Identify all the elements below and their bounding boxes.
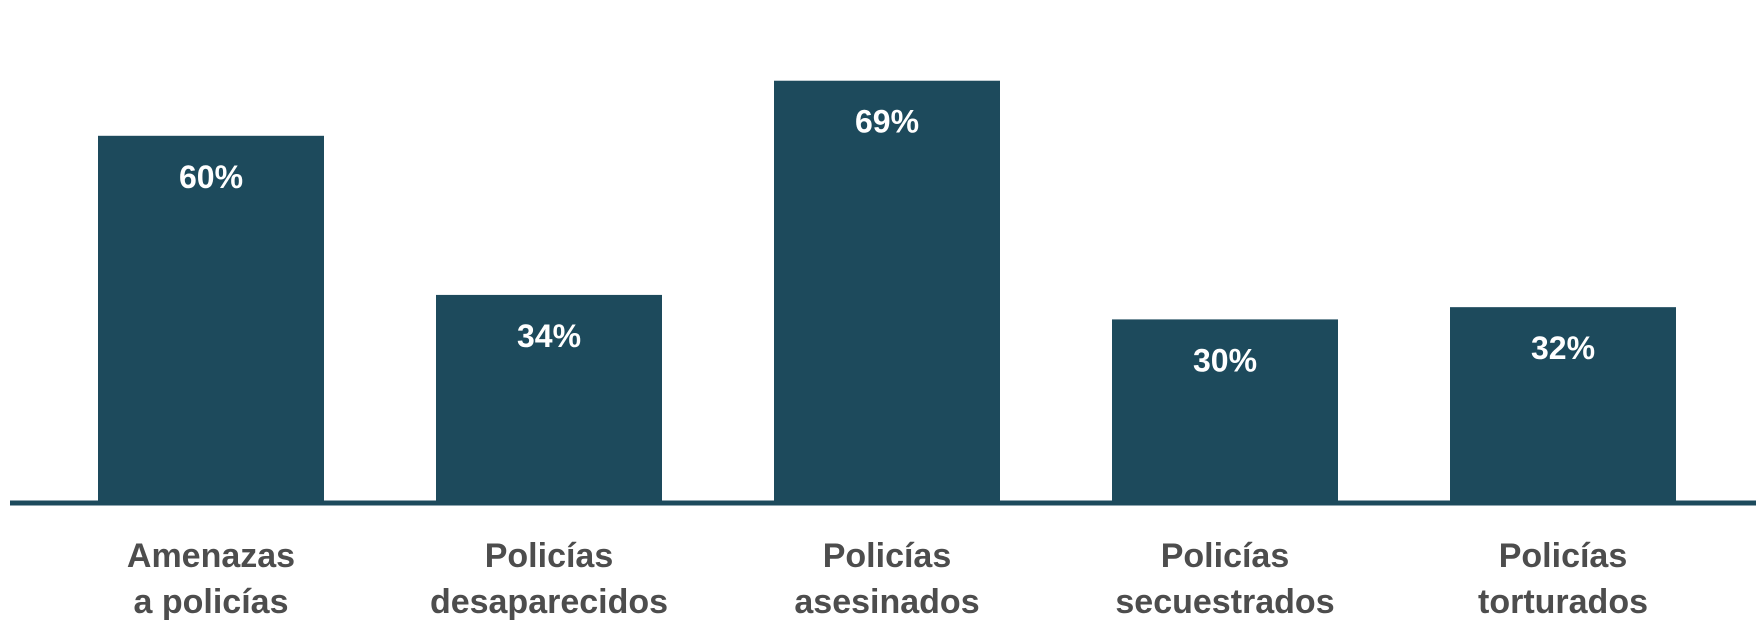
category-label-2-line-1: asesinados — [794, 583, 979, 620]
bar-4 — [1450, 307, 1676, 503]
category-label-0-line-1: a policías — [134, 583, 289, 620]
bar-1 — [436, 294, 662, 503]
category-label-3-line-1: secuestrados — [1115, 583, 1334, 620]
value-label-1: 34% — [517, 318, 581, 354]
category-label-0-line-0: Amenazas — [127, 537, 295, 575]
category-label-3-line-0: Policías — [1161, 537, 1290, 575]
value-label-3: 30% — [1193, 342, 1257, 378]
value-labels-group: 60% 34% 69% 30% 32% — [179, 104, 1595, 379]
bar-3 — [1112, 319, 1338, 503]
category-label-4-line-1: torturados — [1478, 583, 1648, 620]
category-label-4-line-0: Policías — [1499, 537, 1628, 575]
bar-0 — [98, 135, 324, 504]
value-label-0: 60% — [179, 159, 243, 195]
value-label-4: 32% — [1531, 330, 1595, 366]
category-label-1-line-1: desaparecidos — [430, 583, 668, 620]
category-label-2-line-0: Policías — [823, 537, 952, 575]
bars-group — [98, 80, 1676, 504]
category-label-1-line-0: Policías — [485, 537, 614, 575]
value-label-2: 69% — [855, 104, 919, 140]
bar-2 — [774, 80, 1000, 503]
category-labels-group: Amenazas a policías Policías desaparecidos P… — [127, 537, 1648, 620]
